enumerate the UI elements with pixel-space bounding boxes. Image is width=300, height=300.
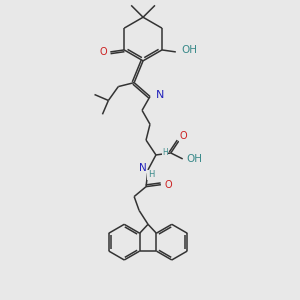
Text: O: O [100,47,107,57]
Text: OH: OH [187,154,202,164]
Text: H: H [148,170,154,179]
Text: O: O [180,131,188,141]
Text: OH: OH [182,45,198,55]
Text: N: N [156,89,164,100]
Text: H: H [162,148,168,158]
Text: O: O [164,180,172,190]
Text: N: N [139,163,147,173]
